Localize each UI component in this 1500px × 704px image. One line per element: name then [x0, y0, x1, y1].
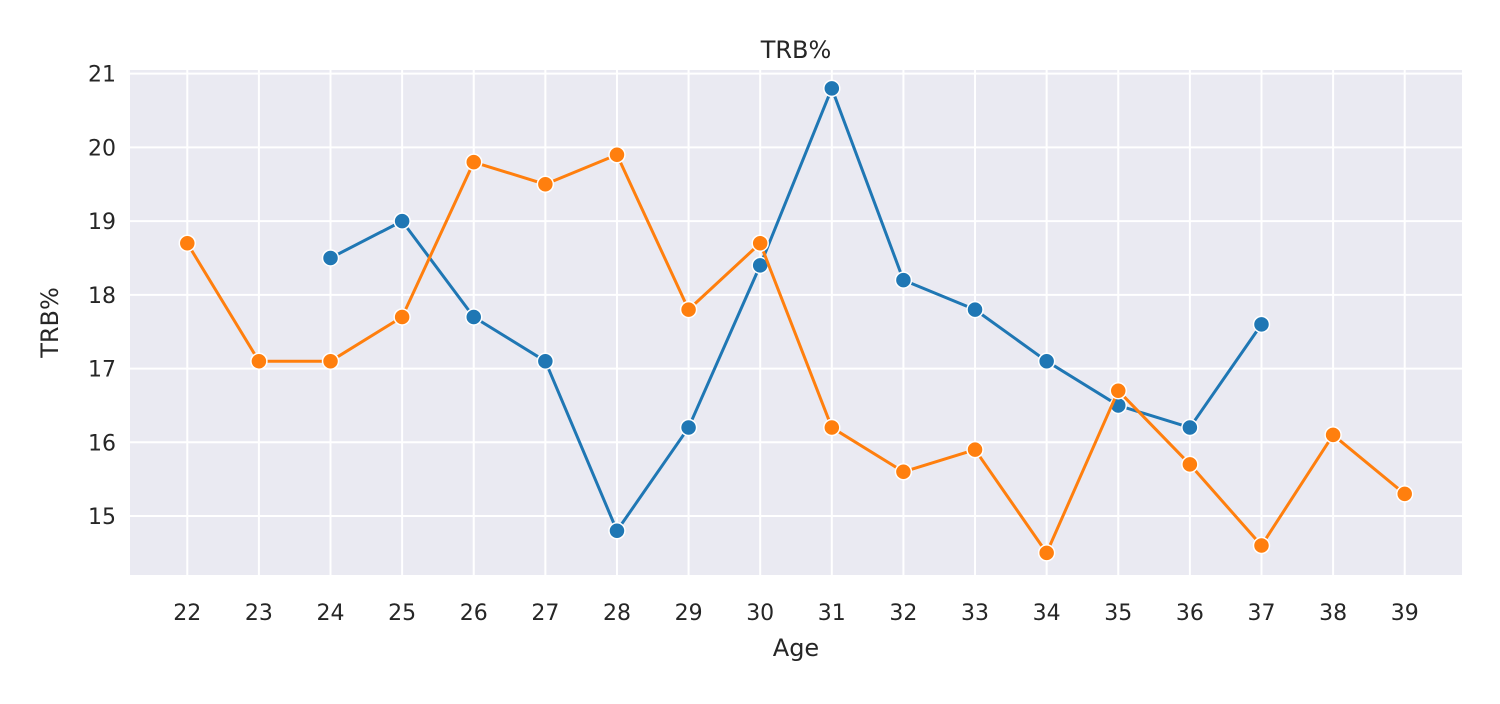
data-point — [966, 440, 984, 459]
series-line — [329, 86, 1263, 533]
data-point — [608, 146, 626, 164]
y-axis-label: TRB% — [36, 287, 64, 359]
y-tick-label: 19 — [88, 210, 116, 235]
data-point — [1324, 426, 1342, 444]
data-point — [894, 271, 913, 289]
x-tick-label: 30 — [746, 601, 774, 626]
data-point — [464, 153, 483, 171]
data-point — [894, 463, 913, 481]
x-axis-label: Age — [773, 634, 819, 662]
x-tick-label: 38 — [1319, 601, 1347, 626]
y-tick-label: 20 — [88, 136, 116, 161]
data-point — [393, 308, 411, 326]
data-point — [1109, 381, 1128, 400]
data-point — [1395, 485, 1414, 503]
x-tick-label: 33 — [961, 601, 989, 626]
data-point — [1037, 544, 1056, 562]
y-tick-labels: 15 16 17 18 19 20 21 — [88, 63, 116, 530]
series-2 — [178, 146, 1414, 562]
data-point — [536, 352, 555, 370]
plot-background — [130, 70, 1462, 575]
x-tick-labels: 22 23 24 25 26 27 28 29 30 31 32 33 34 35 36 37 38 39 — [173, 601, 1418, 626]
chart-title: TRB% — [760, 36, 832, 64]
x-tick-label: 23 — [245, 601, 273, 626]
data-point — [966, 300, 984, 319]
x-tick-label: 35 — [1104, 601, 1132, 626]
x-tick-label: 34 — [1033, 601, 1061, 626]
x-tick-label: 29 — [675, 601, 703, 626]
data-point — [679, 418, 698, 437]
y-tick-label: 18 — [88, 284, 116, 309]
grid-lines — [130, 70, 1462, 575]
series-layer — [178, 79, 1414, 562]
data-point — [823, 418, 841, 437]
data-point — [1037, 352, 1056, 370]
x-tick-label: 26 — [460, 601, 488, 626]
x-tick-label: 27 — [531, 601, 559, 626]
data-point — [1252, 536, 1271, 555]
y-tick-label: 16 — [88, 431, 116, 456]
data-point — [178, 234, 197, 252]
y-tick-label: 21 — [88, 63, 116, 88]
series-1 — [321, 79, 1271, 540]
data-point — [823, 79, 841, 98]
data-point — [751, 234, 769, 252]
y-tick-label: 15 — [88, 505, 116, 530]
x-tick-label: 37 — [1247, 601, 1275, 626]
x-tick-label: 28 — [603, 601, 631, 626]
x-tick-label: 32 — [889, 601, 917, 626]
y-tick-label: 17 — [88, 358, 116, 383]
x-tick-label: 36 — [1176, 601, 1204, 626]
x-tick-label: 24 — [317, 601, 345, 626]
x-tick-label: 31 — [818, 601, 846, 626]
data-point — [250, 352, 268, 370]
data-point — [1252, 315, 1271, 334]
series-line — [186, 153, 1406, 555]
data-point — [321, 249, 340, 267]
data-point — [608, 522, 626, 540]
x-tick-label: 22 — [173, 601, 201, 626]
data-point — [1181, 418, 1199, 437]
x-tick-label: 39 — [1391, 601, 1419, 626]
data-point — [393, 212, 411, 230]
data-point — [536, 175, 555, 194]
data-point — [679, 300, 698, 319]
data-point — [1181, 455, 1199, 474]
x-tick-label: 25 — [388, 601, 416, 626]
data-point — [321, 352, 340, 370]
data-point — [464, 308, 483, 326]
